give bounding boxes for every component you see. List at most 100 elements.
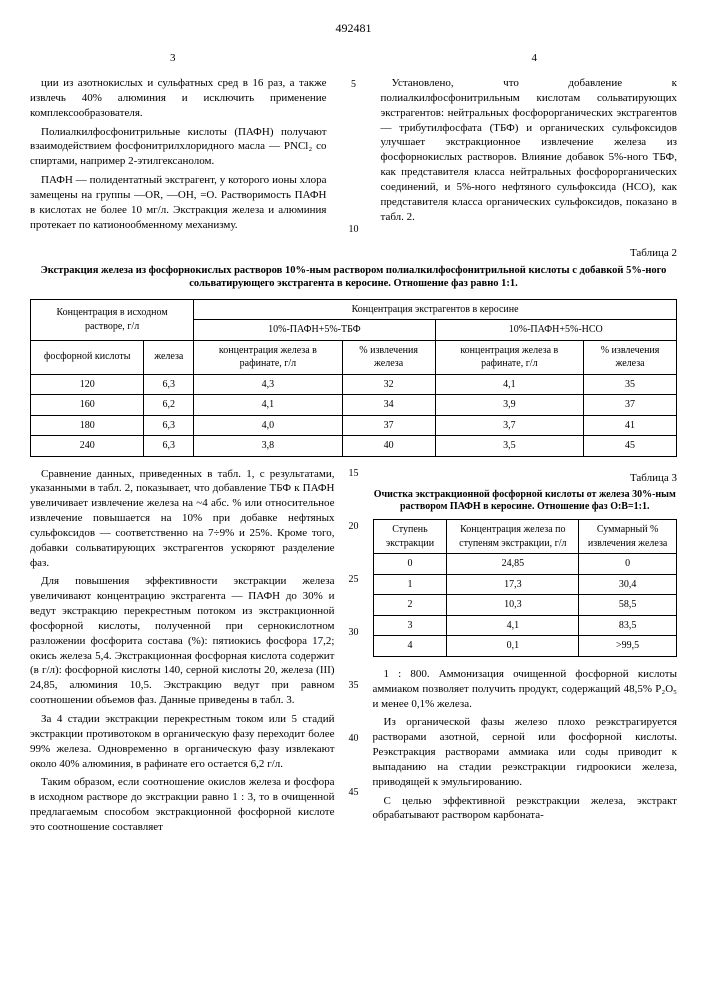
table-cell: 1 [373,574,447,595]
table-cell: 3 [373,615,447,636]
table2-caption: Таблица 2 [30,246,677,261]
page-numbers: 3 4 [30,51,677,66]
table-cell: 2 [373,595,447,616]
table-cell: 58,5 [579,595,677,616]
para: Установлено, что добавление к полиалкилф… [381,76,678,224]
bottom-right-text: 1 : 800. Аммонизация очищенной фосфорной… [373,667,678,823]
line-num: 45 [347,786,361,839]
table-cell: 4,1 [447,615,579,636]
line-num: 5 [347,78,361,92]
table-cell: 0,1 [447,636,579,657]
para: Полиалкилфосфонитрильные кислоты (ПАФН) … [30,125,327,170]
table-cell: 4,0 [194,415,343,436]
table-cell: 4,1 [435,374,584,395]
table2-col-phos: фосфорной кислоты [31,340,144,374]
table-cell: 3,7 [435,415,584,436]
table2-col-extr1: % извлечения железа [342,340,435,374]
table3-col-sum: Суммарный % извлечения железа [579,520,677,554]
table2-head-conc: Концентрация в исходном растворе, г/л [31,299,194,340]
para: За 4 стадии экстракции перекрестным токо… [30,712,335,771]
bottom-columns: Сравнение данных, приведенных в табл. 1,… [30,467,677,839]
table-cell: 3,8 [194,436,343,457]
line-num: 10 [347,223,361,237]
table3-title: Очистка экстракционной фосфорной кислоты… [373,489,678,513]
table-cell: 4,3 [194,374,343,395]
line-num: 20 [347,520,361,573]
table3-col-step: Ступень экстракции [373,520,447,554]
table-row: 2406,33,8403,545 [31,436,677,457]
table-cell: 0 [579,554,677,575]
table-row: 40,1>99,5 [373,636,677,657]
table-cell: 30,4 [579,574,677,595]
table2-col-raff2: концентрация железа в рафинате, г/л [435,340,584,374]
table-cell: 4,1 [194,395,343,416]
table-cell: 120 [31,374,144,395]
para: С целью эффективной реэкстракции железа,… [373,794,678,824]
table-cell: 24,85 [447,554,579,575]
table-cell: 10,3 [447,595,579,616]
top-left-col: ции из азотнокислых и сульфатных сред в … [30,76,327,236]
table-cell: 6,3 [144,415,194,436]
table-row: 1206,34,3324,135 [31,374,677,395]
page-right: 4 [532,51,538,66]
top-columns: ции из азотнокислых и сульфатных сред в … [30,76,677,236]
bottom-left-col: Сравнение данных, приведенных в табл. 1,… [30,467,335,839]
table3: Ступень экстракции Концентрация железа п… [373,519,678,657]
para: 1 : 800. Аммонизация очищенной фосфорной… [373,667,678,712]
page-left: 3 [170,51,176,66]
table-cell: 240 [31,436,144,457]
line-numbers-mid: 15 20 25 30 35 40 45 [347,467,361,839]
table-cell: 3,5 [435,436,584,457]
line-numbers-top: 5 10 [347,76,361,236]
para: Сравнение данных, приведенных в табл. 1,… [30,467,335,571]
table-cell: 0 [373,554,447,575]
line-num: 30 [347,626,361,679]
table2-head-nso: 10%-ПАФН+5%-НСО [435,320,676,341]
table2-col-extr2: % извлечения железа [584,340,677,374]
para: ПАФН — полидентатный экстрагент, у котор… [30,173,327,232]
table2: Концентрация в исходном растворе, г/л Ко… [30,299,677,457]
table-cell: 45 [584,436,677,457]
table-row: 1606,24,1343,937 [31,395,677,416]
table2-head-extr: Концентрация экстрагентов в керосине [194,299,677,320]
para: Из органической фазы железо плохо реэкст… [373,715,678,789]
line-num: 15 [347,467,361,520]
table-cell: 6,3 [144,374,194,395]
table2-col-raff1: концентрация железа в рафинате, г/л [194,340,343,374]
table-row: 024,850 [373,554,677,575]
table-cell: 4 [373,636,447,657]
table-cell: 83,5 [579,615,677,636]
table2-title: Экстракция железа из фосфорнокислых раст… [30,265,677,290]
line-num: 25 [347,573,361,626]
table-cell: 37 [584,395,677,416]
doc-number: 492481 [30,20,677,36]
table-row: 1806,34,0373,741 [31,415,677,436]
line-num: 40 [347,732,361,785]
top-right-col: Установлено, что добавление к полиалкилф… [381,76,678,236]
table-cell: 40 [342,436,435,457]
table-cell: 32 [342,374,435,395]
table-cell: 34 [342,395,435,416]
table-cell: 180 [31,415,144,436]
para: ции из азотнокислых и сульфатных сред в … [30,76,327,121]
table-row: 117,330,4 [373,574,677,595]
table-cell: 3,9 [435,395,584,416]
para: Для повышения эффективности экстракции ж… [30,574,335,708]
table-cell: 37 [342,415,435,436]
table2-col-fe: железа [144,340,194,374]
table-cell: 35 [584,374,677,395]
table-row: 34,183,5 [373,615,677,636]
para: Таким образом, если соотношение окислов … [30,775,335,834]
table-cell: 160 [31,395,144,416]
line-num: 35 [347,679,361,732]
table-cell: 6,2 [144,395,194,416]
table2-head-tbf: 10%-ПАФН+5%-ТБФ [194,320,435,341]
table-cell: 6,3 [144,436,194,457]
table-row: 210,358,5 [373,595,677,616]
table-cell: >99,5 [579,636,677,657]
table3-caption: Таблица 3 [373,471,678,486]
table-cell: 17,3 [447,574,579,595]
table3-col-conc: Концентрация железа по ступеням экстракц… [447,520,579,554]
table-cell: 41 [584,415,677,436]
bottom-right-col: Таблица 3 Очистка экстракционной фосфорн… [373,467,678,839]
